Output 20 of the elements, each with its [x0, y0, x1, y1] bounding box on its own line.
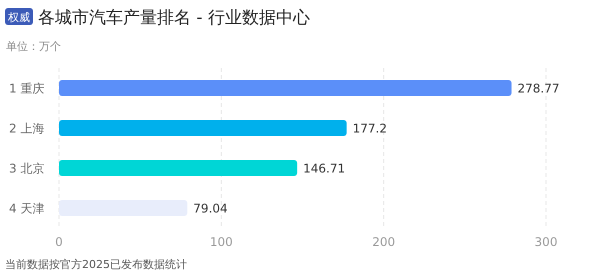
x-tick-label: 0	[55, 235, 63, 249]
chart-title: 各城市汽车产量排名 - 行业数据中心	[38, 8, 310, 28]
y-tick-label: 4 天津	[9, 202, 44, 216]
bar	[59, 160, 298, 176]
bar	[59, 80, 512, 96]
data-label: 278.77	[518, 82, 560, 96]
text: 权威	[7, 11, 30, 24]
x-tick-label: 200	[372, 235, 396, 249]
y-tick-label: 3 北京	[9, 162, 44, 176]
chart-subtitle: 单位：万个	[6, 40, 61, 53]
text: 当前数据按官方2025已发布数据统计	[5, 258, 187, 271]
x-tick-label: 100	[210, 235, 233, 249]
data-label: 146.71	[303, 162, 346, 176]
y-tick-label: 1 重庆	[9, 82, 44, 96]
bar	[59, 200, 188, 216]
x-tick-label: 300	[534, 235, 558, 249]
bar	[59, 120, 347, 136]
data-label: 177.2	[352, 122, 388, 136]
data-label: 79.04	[193, 202, 228, 216]
y-tick-label: 2 上海	[9, 122, 44, 136]
